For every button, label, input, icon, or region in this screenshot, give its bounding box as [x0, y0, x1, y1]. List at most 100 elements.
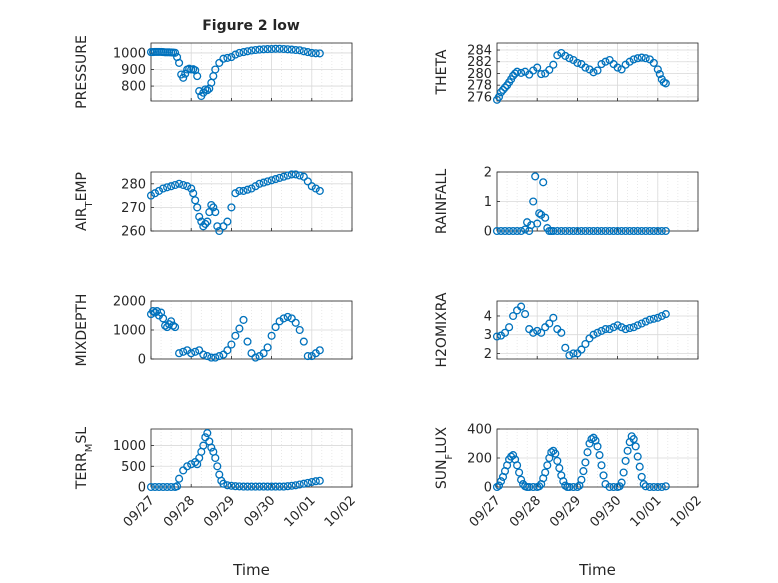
data-point	[291, 45, 300, 55]
data-point	[311, 49, 320, 58]
x-tick-label: 10/01	[628, 493, 665, 530]
y-tick-label: 1000	[113, 46, 146, 61]
data-point	[549, 226, 558, 236]
data-point	[531, 172, 540, 181]
data-point	[219, 350, 228, 359]
data-point	[661, 482, 670, 491]
data-point	[213, 222, 222, 231]
data-point	[146, 191, 156, 200]
data-point	[583, 448, 592, 457]
data-point	[251, 182, 260, 191]
data-point	[303, 48, 312, 57]
data-point	[167, 482, 176, 492]
data-point	[150, 482, 160, 492]
data-point	[513, 67, 522, 76]
data-point	[565, 351, 574, 360]
data-point	[146, 482, 156, 492]
data-point	[657, 226, 666, 236]
data-point	[279, 172, 288, 181]
data-point	[533, 326, 542, 335]
data-point	[625, 57, 634, 66]
data-point	[175, 179, 184, 188]
data-point	[209, 203, 218, 212]
data-point	[187, 184, 196, 193]
data-point	[271, 175, 280, 184]
data-point	[150, 189, 160, 198]
data-point	[189, 189, 198, 198]
data-point	[500, 226, 510, 236]
data-point	[623, 446, 632, 455]
data-point	[239, 315, 248, 324]
data-point	[617, 478, 626, 487]
data-point	[657, 482, 666, 492]
data-point	[621, 226, 630, 236]
data-point	[148, 307, 158, 316]
data-point	[199, 350, 208, 359]
x-tick-label: 09/28	[507, 493, 544, 530]
data-point	[653, 313, 662, 322]
data-point	[299, 47, 308, 56]
data-point	[625, 226, 634, 236]
data-point	[303, 177, 312, 186]
data-point	[231, 482, 240, 491]
y-tick-label: 0	[138, 481, 146, 496]
data-point	[557, 328, 566, 337]
data-point	[529, 197, 538, 206]
data-point	[629, 55, 638, 64]
data-point	[259, 178, 268, 187]
data-point	[599, 471, 608, 480]
data-point	[259, 349, 268, 358]
data-point	[543, 461, 552, 470]
data-point	[243, 185, 252, 194]
data-point	[275, 173, 284, 182]
data-point	[203, 429, 212, 438]
data-point	[593, 328, 602, 337]
y-tick-label: 0	[484, 225, 492, 240]
data-point	[619, 468, 628, 477]
data-point	[223, 346, 232, 355]
data-point	[551, 449, 560, 458]
data-point	[613, 226, 622, 236]
data-point	[271, 482, 280, 491]
data-point	[613, 321, 622, 330]
data-point	[581, 458, 590, 467]
y-axis-label: SUNFLUX	[434, 426, 455, 489]
data-point	[496, 226, 506, 236]
data-point	[219, 222, 228, 231]
data-point	[283, 45, 292, 54]
data-point	[209, 72, 218, 81]
data-point	[167, 317, 176, 326]
data-point	[235, 324, 244, 333]
y-axis-label: H2OMIXRA	[434, 292, 450, 367]
data-point	[637, 472, 646, 481]
data-point	[199, 441, 208, 450]
data-point	[315, 476, 324, 485]
data-point	[609, 482, 618, 492]
y-tick-label: 260	[121, 225, 146, 240]
y-tick-label: 270	[121, 201, 146, 216]
data-point	[561, 226, 570, 236]
axes-box	[496, 42, 699, 102]
data-point	[203, 352, 212, 361]
y-axis-label: RAINFALL	[434, 169, 450, 234]
data-point	[661, 79, 670, 88]
data-point	[535, 209, 544, 218]
x-tick-label: 09/27	[467, 493, 504, 530]
data-point	[637, 226, 646, 236]
data-point	[159, 184, 168, 193]
data-point	[315, 186, 324, 195]
data-point	[279, 482, 288, 491]
data-point	[243, 47, 252, 56]
data-point	[215, 58, 224, 67]
data-point	[589, 68, 598, 77]
data-point	[159, 482, 168, 492]
y-tick-label: 1	[484, 195, 492, 210]
data-point	[163, 482, 172, 492]
x-axis-label: Time	[578, 561, 616, 579]
data-point	[239, 48, 248, 57]
data-point	[533, 219, 542, 228]
data-point	[187, 460, 196, 469]
data-point	[581, 63, 590, 72]
data-point	[193, 72, 202, 81]
